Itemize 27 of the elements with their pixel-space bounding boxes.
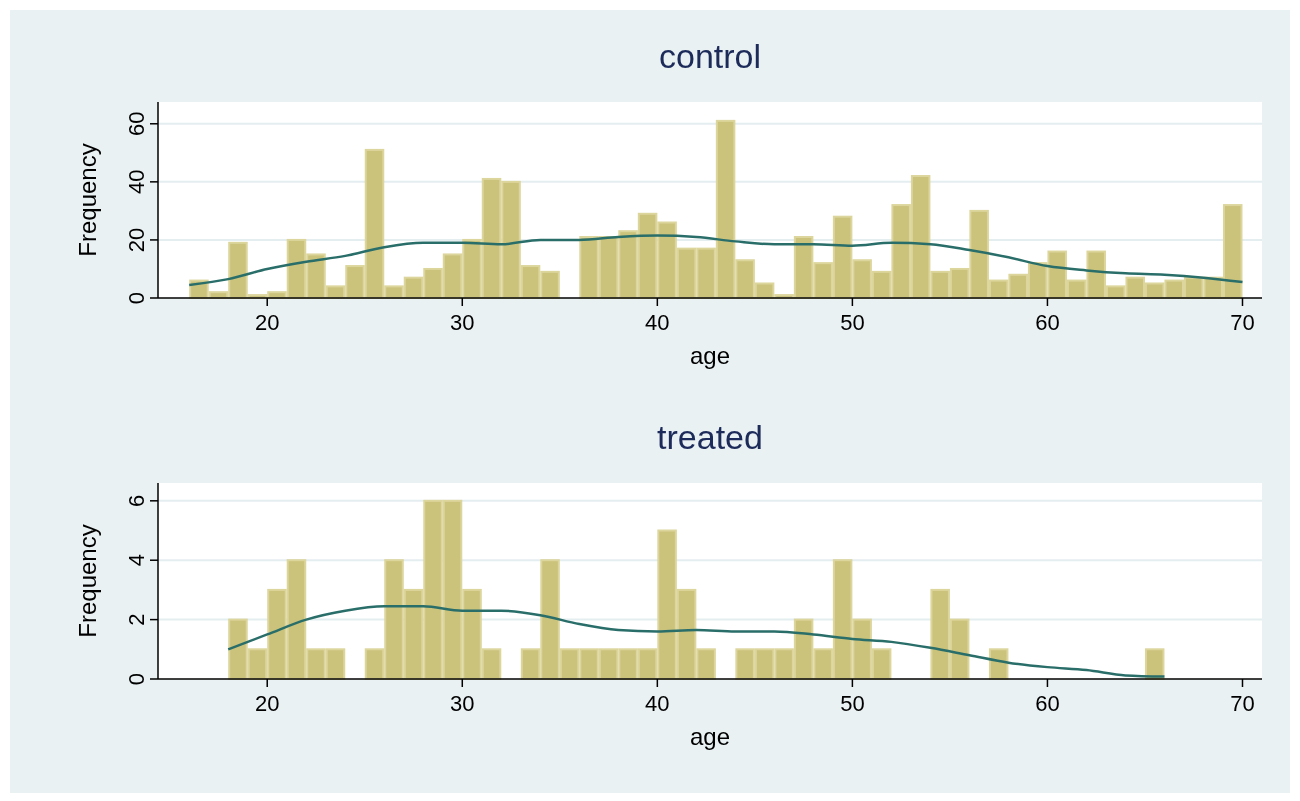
- line-series: [226, 604, 1166, 678]
- x-axis-title: age: [689, 723, 731, 750]
- y-tick-label: 40: [124, 169, 149, 195]
- x-axis-title: age: [689, 342, 731, 369]
- x-tick-label: 60: [1035, 310, 1060, 335]
- y-tick-label: 2: [124, 613, 149, 626]
- y-tick-label: 20: [124, 227, 149, 253]
- x-tick-label: 60: [1035, 691, 1060, 716]
- x-tick-label: 20: [254, 691, 280, 716]
- y-axis-title: Frequency: [74, 143, 101, 257]
- chart-title: treated: [657, 418, 763, 456]
- x-tick-label: 40: [645, 310, 670, 335]
- x-tick-label: 30: [450, 310, 475, 335]
- y-tick-label: 0: [124, 672, 149, 686]
- y-tick-label: 0: [124, 291, 149, 305]
- y-tick-label: 60: [124, 111, 149, 137]
- x-tick-label: 40: [645, 691, 670, 716]
- chart-title: control: [658, 37, 762, 75]
- x-tick-label: 50: [840, 310, 865, 335]
- x-tick-label: 70: [1230, 310, 1255, 335]
- x-tick-label: 50: [840, 691, 865, 716]
- x-tick-label: 20: [254, 310, 280, 335]
- y-tick-label: 6: [124, 494, 149, 507]
- y-axis-title: Frequency: [74, 524, 101, 638]
- y-tick-label: 4: [124, 554, 149, 567]
- x-tick-label: 70: [1230, 691, 1255, 716]
- x-tick-label: 30: [450, 691, 475, 716]
